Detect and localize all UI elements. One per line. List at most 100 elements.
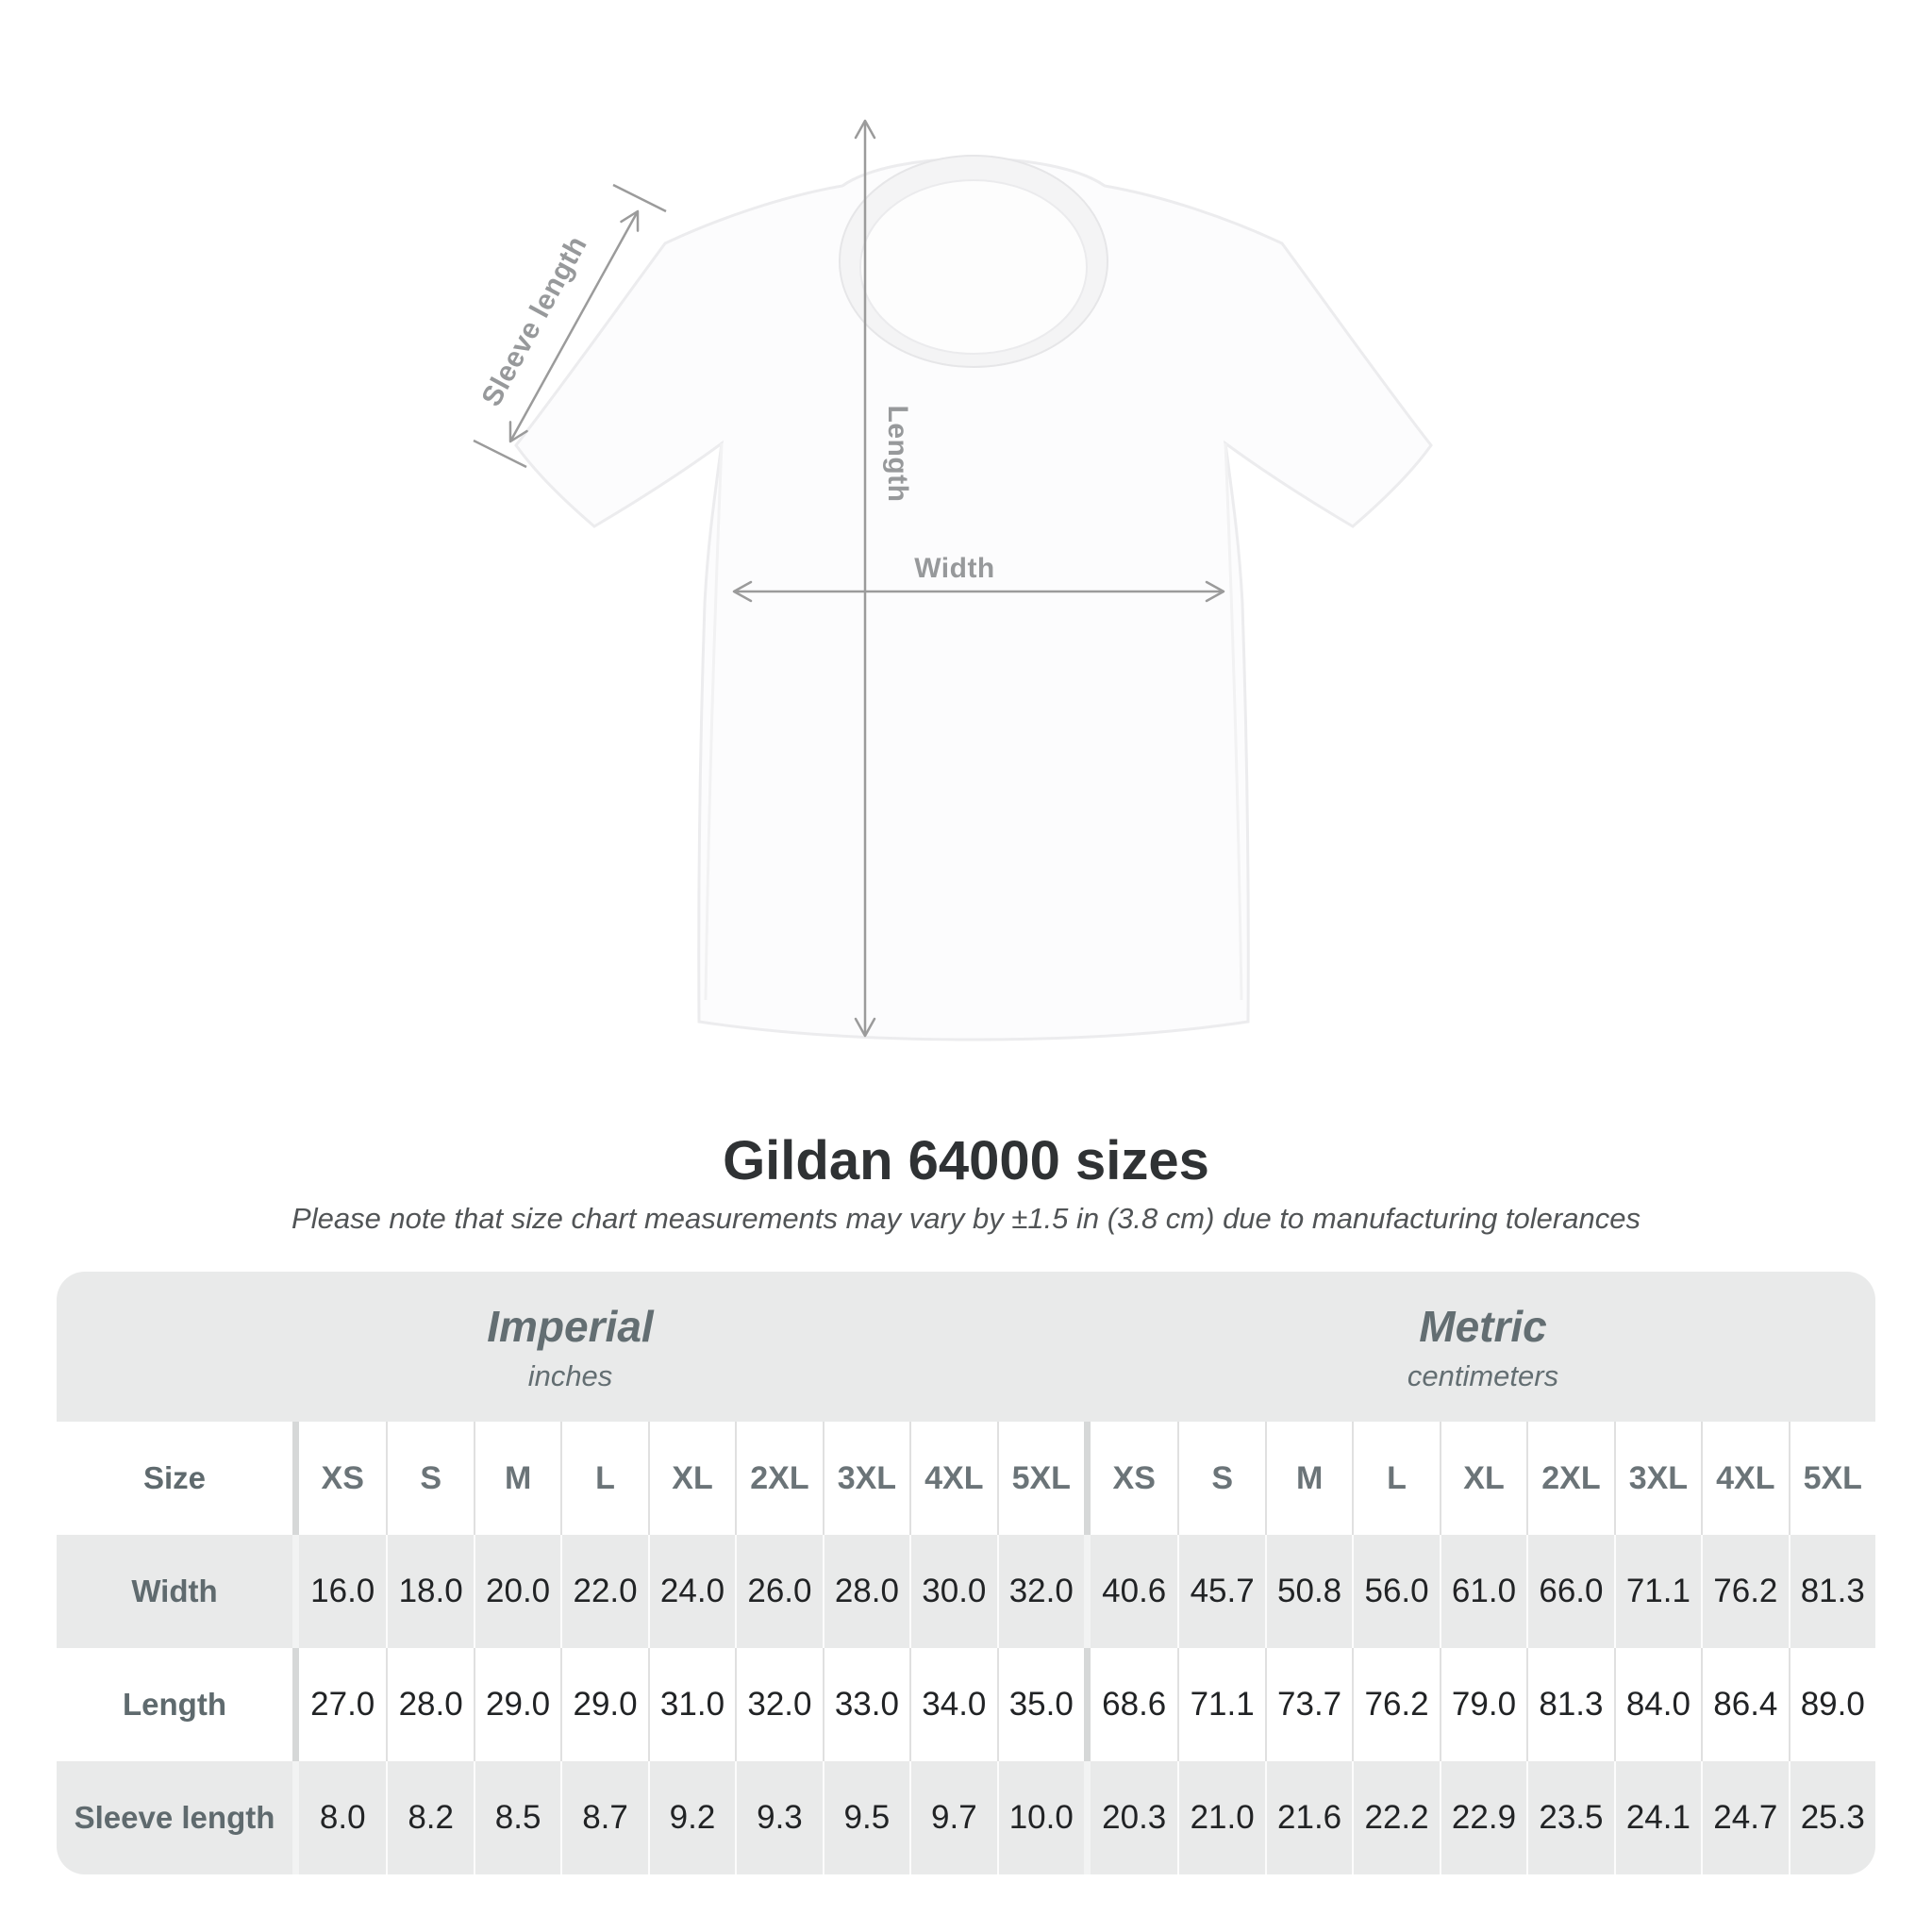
size-column-header: S [386,1422,473,1535]
table-cell: 32.0 [996,1535,1084,1648]
imperial-header: Imperial inches [57,1272,1084,1422]
table-cell: 32.0 [735,1648,822,1761]
table-cell: 8.2 [386,1761,473,1874]
table-cell: 84.0 [1613,1648,1701,1761]
table-cell: 81.3 [1526,1648,1613,1761]
size-column-header: M [1264,1422,1352,1535]
table-cell: 9.5 [822,1761,909,1874]
tshirt-fold-right [1224,442,1243,1001]
table-cell: 9.3 [735,1761,822,1874]
table-cell: 35.0 [996,1648,1084,1761]
table-cell: 86.4 [1701,1648,1788,1761]
table-cell: 71.1 [1613,1535,1701,1648]
table-cell: 30.0 [909,1535,996,1648]
size-table: Imperial inches Metric centimeters Size … [57,1272,1875,1874]
table-cell: 22.2 [1352,1761,1439,1874]
size-column-header: XS [321,1459,364,1496]
size-column-header: 3XL [1613,1422,1701,1535]
table-cell: 28.0 [822,1535,909,1648]
column-divider [292,1761,299,1874]
table-cell: 10.0 [996,1761,1084,1874]
sleeve-measure-line [508,209,640,443]
size-column-header: 2XL [1526,1422,1613,1535]
table-cell: 8.5 [473,1761,560,1874]
table-cell: 61.0 [1439,1535,1526,1648]
row-label: Width [131,1574,218,1608]
table-cell: 50.8 [1264,1535,1352,1648]
page-title: Gildan 64000 sizes [723,1130,1209,1191]
size-column-header: L [560,1422,647,1535]
unit-section-divider [1083,1648,1091,1761]
size-column-header: M [473,1422,560,1535]
table-cell: 8.0 [319,1799,366,1836]
table-cell: 33.0 [822,1648,909,1761]
size-column-header: 4XL [1701,1422,1788,1535]
table-cell: 8.7 [560,1761,647,1874]
table-cell: 81.3 [1788,1535,1875,1648]
tshirt-fold-left [704,442,724,1001]
table-cell: 76.2 [1701,1535,1788,1648]
table-cell: 40.6 [1102,1573,1167,1609]
table-cell: 24.0 [647,1535,735,1648]
table-cell: 24.1 [1613,1761,1701,1874]
size-header-row: Size XS S M L XL 2XL 3XL 4XL 5XL XS S M … [57,1422,1875,1535]
metric-header: Metric centimeters [1091,1272,1875,1422]
table-cell: 28.0 [386,1648,473,1761]
table-cell: 68.6 [1102,1686,1167,1723]
size-column-header: 5XL [996,1422,1084,1535]
unit-section-divider [1083,1422,1091,1535]
metric-header-name: Metric [1419,1301,1547,1351]
table-cell: 21.0 [1177,1761,1264,1874]
size-column-header: XS [1112,1459,1156,1496]
size-column-header: 5XL [1788,1422,1875,1535]
table-cell: 29.0 [473,1648,560,1761]
table-cell: 45.7 [1177,1535,1264,1648]
size-column-header: S [1177,1422,1264,1535]
size-column-header: 3XL [822,1422,909,1535]
table-cell: 34.0 [909,1648,996,1761]
table-cell: 20.0 [473,1535,560,1648]
metric-header-unit: centimeters [1407,1358,1559,1392]
table-cell: 24.7 [1701,1761,1788,1874]
tshirt-collar-inner [859,179,1088,355]
table-cell: 71.1 [1177,1648,1264,1761]
table-cell: 22.9 [1439,1761,1526,1874]
column-divider [292,1422,299,1535]
width-label: Width [914,553,995,584]
size-column-header: XL [647,1422,735,1535]
sleeve-end-tick-bottom [473,439,527,469]
unit-section-divider [1083,1761,1091,1874]
sleeve-end-tick-top [612,183,667,213]
table-row-length: Length 27.0 28.0 29.0 29.0 31.0 32.0 33.… [57,1648,1875,1761]
length-label: Length [882,406,913,503]
table-cell: 66.0 [1526,1535,1613,1648]
row-label: Sleeve length [74,1800,275,1835]
size-column-header: L [1352,1422,1439,1535]
table-row-width: Width 16.0 18.0 20.0 22.0 24.0 26.0 28.0… [57,1535,1875,1648]
table-cell: 21.6 [1264,1761,1352,1874]
unit-header-band: Imperial inches Metric centimeters [57,1272,1875,1422]
table-cell: 9.2 [647,1761,735,1874]
row-label: Length [123,1687,226,1722]
table-cell: 31.0 [647,1648,735,1761]
table-cell: 23.5 [1526,1761,1613,1874]
unit-section-divider [1083,1535,1091,1648]
table-cell: 79.0 [1439,1648,1526,1761]
table-cell: 29.0 [560,1648,647,1761]
table-cell: 25.3 [1788,1761,1875,1874]
table-row-sleeve-length: Sleeve length 8.0 8.2 8.5 8.7 9.2 9.3 9.… [57,1761,1875,1874]
size-column-header: XL [1439,1422,1526,1535]
tolerance-note: Please note that size chart measurements… [291,1202,1641,1235]
table-cell: 27.0 [310,1686,375,1723]
table-cell: 56.0 [1352,1535,1439,1648]
table-cell: 20.3 [1102,1799,1167,1836]
table-cell: 22.0 [560,1535,647,1648]
column-divider [292,1535,299,1648]
size-column-header: 4XL [909,1422,996,1535]
imperial-header-unit: inches [527,1358,613,1392]
imperial-header-name: Imperial [487,1301,654,1351]
table-cell: 76.2 [1352,1648,1439,1761]
table-cell: 89.0 [1788,1648,1875,1761]
table-cell: 9.7 [909,1761,996,1874]
